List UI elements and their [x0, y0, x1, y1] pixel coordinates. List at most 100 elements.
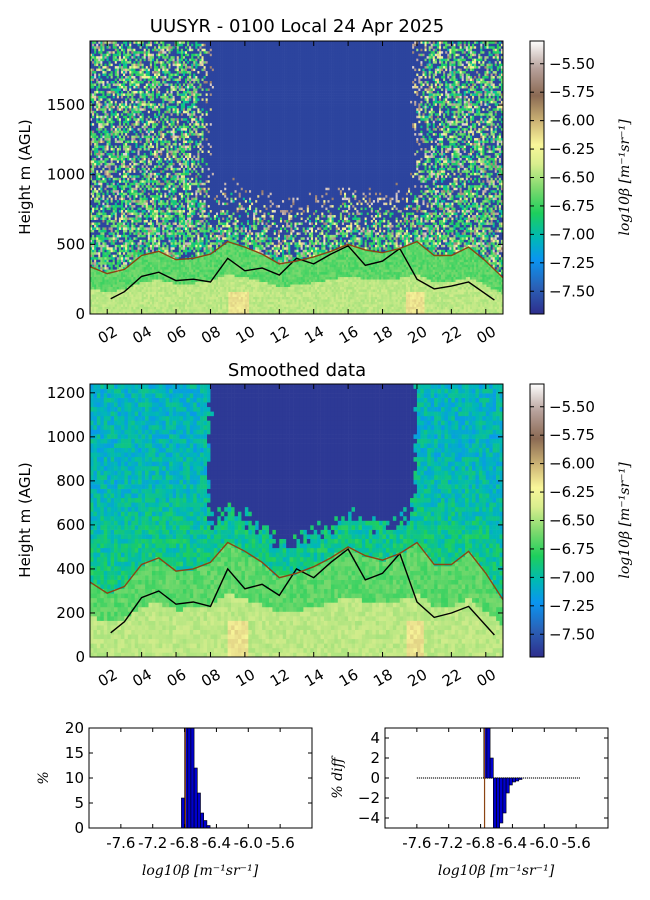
heatmap-cell [180, 286, 184, 290]
heatmap-cell [151, 227, 155, 230]
heatmap-cell [129, 251, 132, 255]
heatmap-cell [137, 301, 140, 305]
heatmap-cell [137, 279, 140, 283]
heatmap-cell [162, 239, 165, 243]
heatmap-cell [123, 70, 126, 74]
heatmap-cell [125, 279, 128, 283]
heatmap-cell [156, 189, 159, 193]
heatmap-cell [106, 78, 109, 82]
heatmap-cell [172, 194, 175, 198]
heatmap-cell [127, 261, 130, 265]
heatmap-cell [174, 187, 178, 191]
heatmap-cell [182, 264, 186, 268]
heatmap-cell [131, 125, 134, 129]
heatmap-cell [151, 55, 155, 59]
heatmap-cell [151, 239, 155, 243]
heatmap-cell [164, 271, 167, 275]
heatmap-cell [131, 70, 134, 74]
heatmap-cell [123, 137, 126, 141]
heatmap-cell [127, 259, 130, 263]
heatmap-cell [127, 150, 130, 153]
heatmap-cell [145, 249, 149, 253]
heatmap-cell [123, 170, 126, 173]
heatmap-cell [158, 98, 161, 101]
heatmap-cell [125, 177, 128, 181]
heatmap-cell [104, 165, 107, 168]
heatmap-cell [160, 147, 163, 151]
heatmap-cell [158, 145, 161, 149]
heatmap-cell [164, 43, 167, 47]
heatmap-cell [108, 100, 111, 104]
heatmap-cell [106, 122, 109, 126]
heatmap-cell [100, 311, 103, 314]
heatmap-cell [129, 209, 132, 213]
heatmap-cell [133, 296, 136, 300]
heatmap-cell [182, 242, 186, 245]
heatmap-cell [116, 261, 120, 265]
heatmap-cell [131, 41, 134, 44]
heatmap-cell [180, 117, 184, 121]
heatmap-cell [90, 70, 93, 74]
heatmap-cell [112, 68, 116, 72]
heatmap-cell [118, 197, 122, 201]
heatmap-cell [123, 286, 126, 290]
heatmap-cell [168, 269, 171, 273]
heatmap-cell [170, 70, 173, 74]
heatmap-cell [129, 58, 132, 62]
heatmap-cell [133, 83, 136, 86]
heatmap-cell [131, 58, 134, 62]
heatmap-cell [158, 189, 161, 193]
heatmap-cell [104, 224, 107, 228]
heatmap-cell [133, 217, 136, 220]
heatmap-cell [94, 194, 97, 198]
heatmap-cell [129, 264, 132, 268]
heatmap-cell [92, 145, 95, 149]
heatmap-cell [114, 244, 118, 248]
heatmap-cell [112, 219, 116, 223]
heatmap-cell [178, 306, 182, 310]
heatmap-cell [112, 279, 116, 283]
heatmap-cell [170, 194, 173, 198]
heatmap-cell [118, 194, 122, 198]
heatmap-cell [168, 261, 171, 265]
heatmap-cell [172, 108, 175, 111]
heatmap-cell [94, 78, 97, 82]
heatmap-cell [164, 100, 167, 104]
heatmap-cell [135, 175, 138, 178]
heatmap-cell [131, 120, 134, 124]
heatmap-cell [114, 105, 118, 109]
heatmap-cell [125, 301, 128, 305]
heatmap-cell [137, 269, 140, 273]
heatmap-cell [98, 73, 101, 77]
heatmap-cell [96, 202, 99, 206]
heatmap-cell [131, 45, 134, 49]
heatmap-cell [104, 177, 107, 181]
heatmap-cell [141, 202, 144, 206]
heatmap-cell [164, 284, 167, 287]
heatmap-cell [104, 103, 107, 106]
heatmap-cell [116, 256, 120, 260]
heatmap-cell [168, 296, 171, 300]
heatmap-cell [174, 147, 178, 151]
heatmap-cell [98, 135, 101, 139]
heatmap-cell [127, 179, 130, 183]
heatmap-cell [172, 95, 175, 99]
heatmap-cell [168, 130, 171, 134]
heatmap-cell [108, 224, 111, 228]
heatmap-cell [156, 73, 159, 77]
heatmap-cell [164, 204, 167, 208]
heatmap-cell [172, 311, 175, 314]
heatmap-cell [156, 165, 159, 168]
heatmap-cell [102, 127, 105, 131]
heatmap-cell [137, 311, 140, 314]
heatmap-cell [96, 172, 99, 176]
heatmap-cell [96, 78, 99, 82]
heatmap-cell [143, 279, 147, 283]
heatmap-cell [178, 45, 182, 49]
heatmap-cell [90, 256, 93, 260]
heatmap-cell [164, 197, 167, 201]
heatmap-cell [96, 152, 99, 156]
heatmap-cell [112, 254, 116, 258]
heatmap-cell [100, 45, 103, 49]
heatmap-cell [116, 182, 120, 186]
